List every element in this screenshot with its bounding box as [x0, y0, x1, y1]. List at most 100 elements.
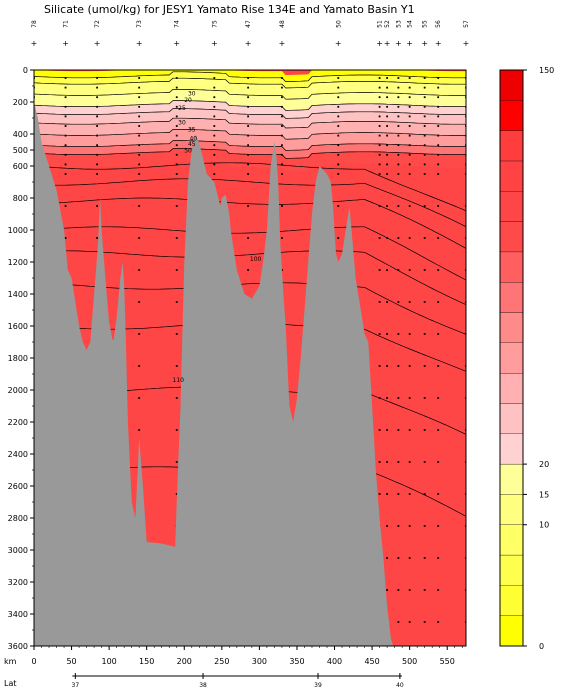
sample-dot — [408, 105, 411, 108]
y-tick-label: 3600 — [8, 642, 28, 651]
sample-dot — [423, 461, 426, 463]
sample-dot — [437, 461, 440, 463]
station-label: 54 — [407, 20, 414, 28]
station-plus: + — [376, 39, 383, 48]
sample-dot — [213, 86, 216, 89]
sample-dot — [423, 237, 426, 239]
sample-dot — [397, 134, 400, 137]
y-tick-label: 1600 — [8, 322, 28, 331]
contour-label: 30 — [188, 91, 196, 98]
sample-dot — [213, 125, 216, 127]
colorbar-band — [499, 433, 524, 465]
station-plus: + — [435, 39, 442, 48]
sample-dot — [386, 237, 389, 239]
sample-dot — [247, 134, 250, 137]
sample-dot — [423, 493, 426, 495]
y-tick-label: 3000 — [8, 546, 28, 555]
sample-dot — [281, 125, 283, 127]
colorbar-band — [499, 403, 524, 434]
sample-dot — [408, 115, 411, 118]
colorbar-band — [499, 554, 524, 586]
sample-dot — [437, 301, 440, 303]
colorbar-label: 15 — [539, 490, 549, 499]
y-tick-label: 2000 — [8, 386, 28, 395]
sample-dot — [64, 237, 67, 239]
sample-dot — [408, 77, 411, 79]
sample-dot — [437, 96, 440, 99]
sample-dot — [175, 96, 178, 99]
sample-dot — [138, 134, 141, 137]
station-label: 56 — [435, 20, 442, 28]
colorbar-label: 20 — [539, 460, 549, 469]
sample-dot — [378, 163, 381, 166]
colorbar-band — [499, 342, 524, 374]
sample-dot — [408, 144, 411, 147]
contour-line-4 — [34, 250, 466, 305]
station-label: 53 — [395, 20, 402, 28]
sample-dot — [408, 493, 411, 495]
sample-dot — [378, 365, 381, 367]
sample-dot — [138, 365, 141, 367]
sample-dot — [437, 269, 440, 271]
sample-dot — [408, 397, 411, 399]
sample-dot — [378, 125, 381, 127]
sample-dot — [337, 105, 340, 108]
colorbar-band — [499, 494, 524, 525]
sample-dot — [96, 163, 99, 166]
contour-line-3 — [34, 226, 466, 281]
upper-contour-0 — [34, 71, 466, 82]
station-label: 73 — [136, 20, 143, 28]
sample-dot — [386, 557, 389, 559]
colorbar-band — [499, 160, 524, 192]
sample-dot — [408, 237, 411, 239]
sample-dot — [378, 333, 381, 335]
sample-dot — [337, 173, 340, 175]
station-label: 57 — [463, 20, 470, 28]
station-label: 48 — [279, 20, 286, 28]
upper-contour-1 — [34, 77, 466, 89]
x-tick-label: 250 — [214, 657, 229, 666]
sample-dot — [437, 173, 440, 175]
y-tick-label: 2800 — [8, 514, 28, 523]
sample-dot — [175, 301, 178, 303]
sample-dot — [138, 86, 141, 89]
station-plus: + — [395, 39, 402, 48]
y-tick-label: 800 — [13, 194, 28, 203]
sample-dot — [138, 153, 141, 156]
sample-dot — [378, 205, 381, 207]
sample-dot — [437, 105, 440, 108]
sample-dot — [378, 493, 381, 495]
sample-dot — [213, 77, 216, 79]
lat-tick-label: 40 — [396, 682, 404, 689]
sample-dot — [423, 269, 426, 271]
sample-dot — [175, 365, 178, 367]
sample-dot — [138, 333, 141, 335]
contour-label: 25 — [178, 105, 186, 112]
sample-dot — [96, 77, 99, 79]
colorbar-band — [499, 130, 524, 162]
colorbar-band — [499, 463, 524, 495]
y-tick-label: 200 — [13, 98, 28, 107]
sample-dot — [386, 461, 389, 463]
station-label: 50 — [335, 20, 342, 28]
x-tick-label: 500 — [402, 657, 417, 666]
lat-axis-label: Lat — [4, 679, 17, 688]
sample-dot — [386, 115, 389, 118]
sample-dot — [378, 134, 381, 137]
sample-dot — [281, 96, 283, 99]
sample-dot — [437, 86, 440, 89]
sample-dot — [337, 163, 340, 166]
sample-dot — [408, 153, 411, 156]
contour-label: 50 — [184, 147, 192, 154]
sample-dot — [423, 429, 426, 431]
sample-dot — [175, 163, 178, 166]
sample-dot — [281, 237, 283, 239]
sample-dot — [408, 205, 411, 207]
sample-dot — [281, 115, 283, 118]
sample-dot — [138, 96, 141, 99]
sample-dot — [378, 86, 381, 89]
x-tick-label: 200 — [177, 657, 192, 666]
colorbar-band — [499, 312, 524, 343]
axes: 0200400500600800100012001400160018002000… — [4, 66, 467, 689]
sample-dot — [397, 397, 400, 399]
